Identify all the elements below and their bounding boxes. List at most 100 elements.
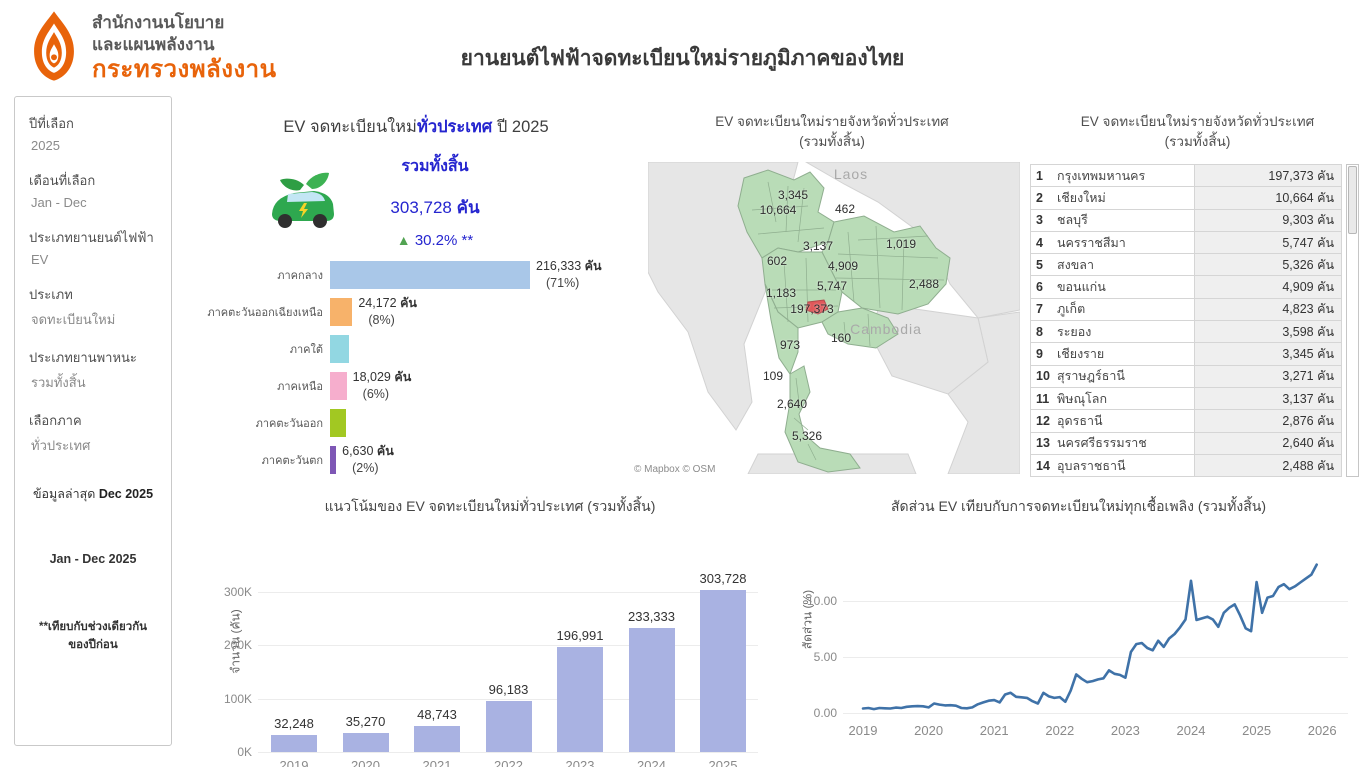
yearly-ytick-label: 100K xyxy=(223,691,252,706)
filter-value[interactable]: ทั่วประเทศ xyxy=(31,438,91,453)
region-bar[interactable] xyxy=(330,297,353,326)
table-province-cell: นครราชสีมา xyxy=(1057,235,1126,250)
yearly-bar-rect[interactable] xyxy=(557,646,603,752)
yearly-ytick-label: 200K xyxy=(223,638,252,653)
map-province-value: 160 xyxy=(830,331,852,345)
yearly-bar-rect[interactable] xyxy=(271,734,317,752)
yearly-xtick-label: 2021 xyxy=(422,758,452,767)
table-row[interactable]: 5 สงขลา 5,326 คัน xyxy=(1031,254,1342,277)
table-row[interactable]: 3 ชลบุรี 9,303 คัน xyxy=(1031,209,1342,232)
thailand-map[interactable]: Laos Cambodia 3,345 10,664 462 1,019 3,137 602… xyxy=(647,161,1021,475)
region-value-label: 6,630 คัน (2%) xyxy=(342,443,394,475)
region-bar[interactable] xyxy=(330,334,350,363)
line-ytick-label: 0.00 xyxy=(813,706,837,720)
table-scrollbar-thumb[interactable] xyxy=(1348,166,1357,234)
yearly-bar[interactable]: 48,743 xyxy=(414,707,460,752)
region-row: ภาคตะวันออก xyxy=(190,404,642,441)
region-bar[interactable] xyxy=(330,445,337,474)
map-country-label: Cambodia xyxy=(850,321,922,337)
yearly-bar-value: 96,183 xyxy=(488,681,529,697)
table-row[interactable]: 12 อุดรธานี 2,876 คัน xyxy=(1031,410,1342,433)
region-row: ภาคตะวันตก 6,630 คัน (2%) xyxy=(190,441,642,478)
region-bar[interactable] xyxy=(330,371,347,400)
yearly-xtick-label: 2022 xyxy=(494,758,523,767)
province-table-panel: EV จดทะเบียนใหม่รายจังหวัดทั่วประเทศ (รว… xyxy=(1030,112,1365,484)
filter-value[interactable]: EV xyxy=(31,252,49,267)
map-province-value: 462 xyxy=(834,202,856,216)
yearly-bar[interactable]: 303,728 xyxy=(700,571,747,752)
line-xtick-label: 2024 xyxy=(1176,723,1206,738)
yearly-bar-rect[interactable] xyxy=(628,627,675,752)
table-row[interactable]: 6 ขอนแก่น 4,909 คัน xyxy=(1031,276,1342,299)
table-rank-cell: 5 xyxy=(1036,257,1043,272)
table-row[interactable]: 13 นครศรีธรรมราช 2,640 คัน xyxy=(1031,432,1342,455)
yearly-xtick-label: 2023 xyxy=(565,758,595,767)
table-value-cell: 3,598 คัน xyxy=(1194,321,1342,343)
yearly-bar[interactable]: 96,183 xyxy=(485,682,532,752)
latest-data-value: Dec 2025 xyxy=(98,487,154,501)
table-value-cell: 2,640 คัน xyxy=(1194,432,1342,454)
table-value-cell: 4,823 คัน xyxy=(1194,298,1342,321)
region-label: ภาคใต้ xyxy=(289,343,323,356)
region-bar[interactable] xyxy=(330,260,530,289)
table-value-cell: 9,303 คัน xyxy=(1194,209,1342,231)
yearly-bar[interactable]: 233,333 xyxy=(628,609,675,752)
filter-value[interactable]: จดทะเบียนใหม่ xyxy=(31,312,116,327)
table-province-cell: เชียงใหม่ xyxy=(1057,190,1106,205)
table-rank-cell: 10 xyxy=(1036,369,1050,384)
table-row[interactable]: 8 ระยอง 3,598 คัน xyxy=(1031,321,1342,344)
table-row[interactable]: 7 ภูเก็ต 4,823 คัน xyxy=(1031,298,1342,322)
period-note: Jan - Dec 2025 xyxy=(49,552,137,566)
yearly-bar[interactable]: 32,248 xyxy=(271,716,317,752)
table-row[interactable]: 14 อุบลราชธานี 2,488 คัน xyxy=(1031,454,1342,478)
line-xtick-label: 2022 xyxy=(1045,723,1075,738)
table-scrollbar[interactable] xyxy=(1346,164,1359,477)
filter-group: ประเภทยานพาหนะ รวมทั้งสิ้น xyxy=(29,347,157,393)
table-row[interactable]: 10 สุราษฎร์ธานี 3,271 คัน xyxy=(1031,365,1342,388)
province-map-panel: EV จดทะเบียนใหม่รายจังหวัดทั่วประเทศ (รว… xyxy=(634,112,1024,484)
yearly-bar-rect[interactable] xyxy=(485,700,532,752)
filter-value[interactable]: รวมทั้งสิ้น xyxy=(31,375,86,390)
filter-value[interactable]: 2025 xyxy=(31,138,60,153)
line-gridline xyxy=(843,713,1348,714)
map-attribution: © Mapbox © OSM xyxy=(634,464,716,475)
filter-label: เดือนที่เลือก xyxy=(29,173,96,188)
map-country-label: Laos xyxy=(833,166,869,182)
yearly-bar[interactable]: 35,270 xyxy=(342,714,389,752)
map-province-value: 109 xyxy=(762,369,784,383)
line-ytick-label: 5.00 xyxy=(813,650,837,664)
table-value-cell: 5,747 คัน xyxy=(1194,231,1342,254)
table-rank-cell: 4 xyxy=(1036,235,1043,250)
table-row[interactable]: 11 พิษณุโลก 3,137 คัน xyxy=(1031,387,1342,411)
filter-group: ปีที่เลือก 2025 xyxy=(29,113,157,153)
table-value-cell: 5,326 คัน xyxy=(1194,254,1342,276)
yearly-bars: 32,248 35,270 48,743 96,183 196,991 233,333 30… xyxy=(258,530,758,752)
ev-share-line[interactable] xyxy=(861,563,1319,711)
filter-value[interactable]: Jan - Dec xyxy=(31,195,87,210)
filter-group: เลือกภาค ทั่วประเทศ xyxy=(29,410,157,456)
yearly-ytick-label: 0K xyxy=(237,745,252,759)
table-row[interactable]: 9 เชียงราย 3,345 คัน xyxy=(1031,343,1342,366)
yearly-xtick-label: 2019 xyxy=(279,758,309,767)
table-row[interactable]: 2 เชียงใหม่ 10,664 คัน xyxy=(1031,187,1342,210)
yearly-bar-rect[interactable] xyxy=(700,590,746,752)
table-row[interactable]: 1 กรุงเทพมหานคร 197,373 คัน xyxy=(1031,165,1342,188)
latest-data-note: ข้อมูลล่าสุด Dec 2025 xyxy=(32,487,154,501)
table-province-cell: กรุงเทพมหานคร xyxy=(1057,168,1146,183)
yearly-bar-rect[interactable] xyxy=(414,726,460,752)
map-province-value: 5,326 xyxy=(791,429,823,443)
region-bar[interactable] xyxy=(330,408,347,437)
yearly-bar[interactable]: 196,991 xyxy=(557,628,604,752)
table-rank-cell: 7 xyxy=(1036,302,1043,317)
national-summary-panel: EV จดทะเบียนใหม่ทั่วประเทศ ปี 2025 รวมทั… xyxy=(190,108,642,486)
map-province-value: 2,640 xyxy=(776,397,808,411)
table-title: EV จดทะเบียนใหม่รายจังหวัดทั่วประเทศ (รว… xyxy=(1080,114,1315,150)
table-row[interactable]: 4 นครราชสีมา 5,747 คัน xyxy=(1031,231,1342,255)
table-province-cell: สุราษฎร์ธานี xyxy=(1057,369,1125,384)
table-value-cell: 3,271 คัน xyxy=(1194,365,1342,387)
table-rank-cell: 9 xyxy=(1036,347,1043,362)
table-province-cell: อุบลราชธานี xyxy=(1057,458,1126,473)
yearly-bar-rect[interactable] xyxy=(342,733,389,752)
line-xtick-label: 2019 xyxy=(848,723,878,738)
region-label: ภาคเหนือ xyxy=(277,380,323,393)
